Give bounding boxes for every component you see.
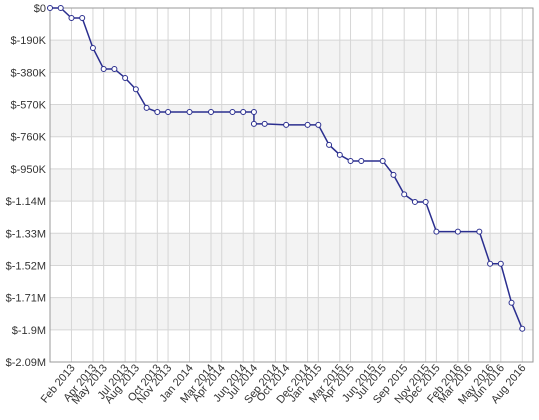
point bbox=[154, 108, 161, 115]
point bbox=[68, 14, 75, 21]
point bbox=[326, 141, 333, 148]
point bbox=[165, 108, 172, 115]
point bbox=[47, 5, 53, 11]
point bbox=[519, 325, 526, 332]
point bbox=[261, 120, 268, 127]
point bbox=[250, 120, 257, 127]
point bbox=[132, 86, 139, 93]
y-tick-label: $-2.09M bbox=[6, 357, 46, 369]
point bbox=[347, 157, 354, 164]
point bbox=[508, 299, 515, 306]
y-tick-label: $-570K bbox=[11, 100, 47, 112]
point bbox=[208, 108, 214, 115]
grid-band bbox=[50, 104, 533, 137]
point bbox=[186, 108, 193, 115]
point bbox=[476, 228, 483, 235]
y-tick-label: $0 bbox=[34, 3, 46, 15]
grid-band bbox=[50, 168, 533, 202]
grid-band bbox=[50, 297, 533, 330]
y-tick-label: $-760K bbox=[11, 132, 47, 144]
point bbox=[336, 151, 343, 158]
point bbox=[433, 228, 440, 235]
point bbox=[122, 74, 129, 81]
y-tick-label: $-1.52M bbox=[6, 260, 46, 272]
point bbox=[143, 104, 150, 111]
point bbox=[454, 228, 461, 235]
point bbox=[57, 5, 64, 11]
grid-band bbox=[50, 233, 533, 266]
y-tick-label: $-1.9M bbox=[12, 325, 46, 337]
point bbox=[79, 14, 86, 21]
point bbox=[422, 198, 429, 205]
point bbox=[283, 121, 290, 128]
point bbox=[304, 121, 311, 128]
point bbox=[250, 108, 257, 115]
point bbox=[411, 198, 418, 205]
plot-border bbox=[49, 7, 534, 363]
y-tick-label: $-380K bbox=[11, 67, 47, 79]
point bbox=[111, 65, 118, 72]
y-tick-label: $-1.14M bbox=[6, 196, 46, 208]
point bbox=[315, 121, 322, 128]
point bbox=[401, 191, 408, 198]
point bbox=[240, 108, 247, 115]
y-tick-label: $-950K bbox=[11, 164, 47, 176]
point bbox=[487, 260, 494, 267]
point bbox=[390, 171, 397, 178]
point bbox=[497, 260, 504, 267]
grid-band bbox=[50, 40, 533, 73]
point bbox=[100, 65, 107, 72]
point bbox=[89, 44, 96, 51]
y-tick-label: $-1.33M bbox=[6, 228, 46, 240]
y-tick-label: $-190K bbox=[11, 35, 47, 47]
point bbox=[379, 157, 386, 164]
point bbox=[358, 157, 365, 164]
y-tick-label: $-1.71M bbox=[6, 293, 46, 305]
point bbox=[229, 108, 236, 115]
